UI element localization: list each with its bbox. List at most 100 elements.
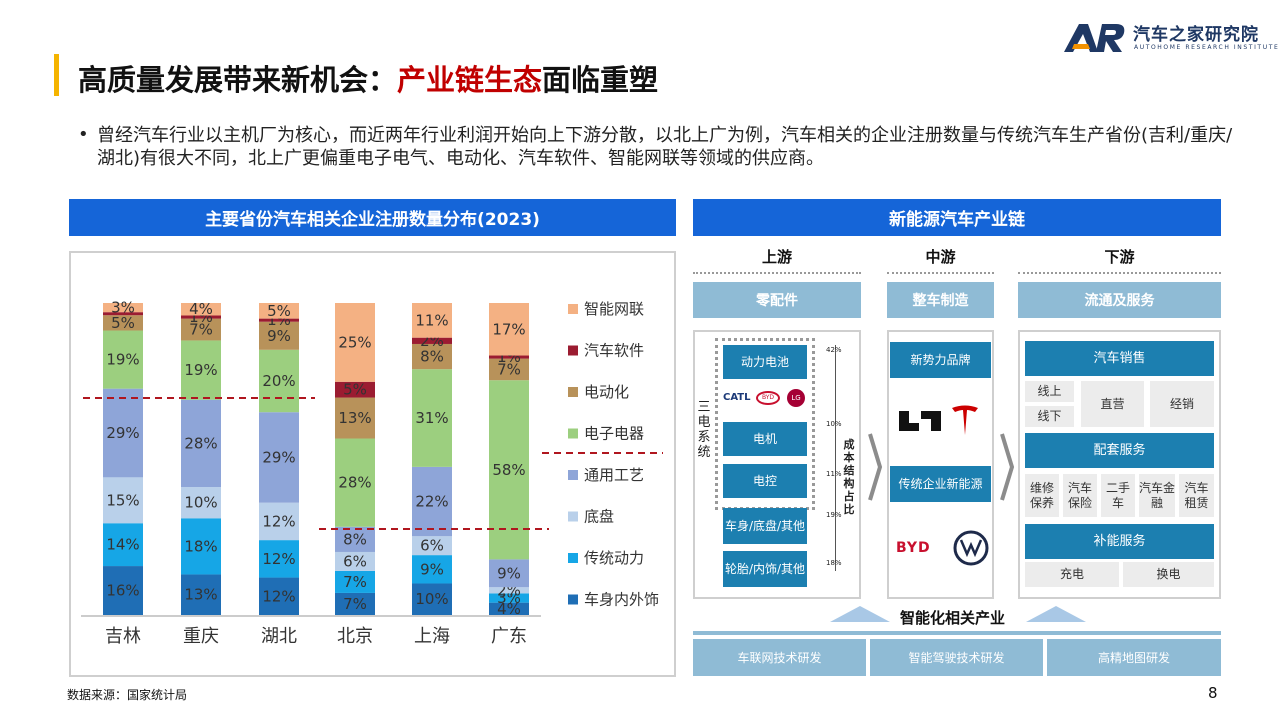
data-label: 8% [420,348,444,366]
bar-segment [489,593,529,603]
pct-motor: 10% [826,420,842,428]
title-accent-bar [54,54,59,96]
bar-segment [103,303,143,313]
bar-segment [335,551,375,571]
bar-segment [412,303,452,338]
bar-segment [103,312,143,316]
stage-divider [887,272,994,274]
bar-segment [259,502,299,541]
service-header: 流通及服务 [1018,282,1221,318]
legend-label: 传统动力 [584,549,644,567]
bar-segment [181,574,221,615]
car-sales-box: 汽车销售 [1025,341,1214,376]
data-label: 13% [184,586,217,604]
data-label: 11% [415,311,448,329]
data-label: 4% [189,300,213,318]
legend-swatch [568,387,578,397]
autonomous-rd-box: 智能驾驶技术研发 [870,639,1043,676]
data-label: 5% [267,302,291,320]
stacked-bar-chart: 16%14%15%29%19%5%3%吉林13%18%10%28%19%7%1%… [81,299,663,647]
cost-bracket [816,345,836,571]
title-highlight: 产业链生态 [397,63,543,97]
tire-interior-box: 轮胎/内饰/其他 [723,551,807,587]
dealer-box: 经销 [1150,381,1214,427]
bullet-dot: • [78,124,89,145]
lg-logo: LG [787,389,805,407]
data-label: 12% [262,587,295,605]
arrow-right-icon [868,433,883,501]
data-label: 10% [184,494,217,512]
data-label: 31% [415,409,448,427]
data-label: 3% [111,299,135,317]
legend-label: 电动化 [584,383,629,401]
chart-header: 主要省份汽车相关企业注册数量分布(2023) [69,199,676,236]
data-label: 7% [497,360,521,378]
three-e-label: 三电系统 [697,400,711,460]
page-title: 高质量发展带来新机会：产业链生态面临重塑 [78,57,658,99]
data-label: 17% [492,320,525,338]
bar-segment [335,381,375,398]
bar-segment [335,570,375,593]
bar-segment [412,337,452,344]
autohome-logo [1064,24,1125,52]
bar-segment [335,438,375,527]
pct-battery: 42% [826,346,842,354]
legend-swatch [568,345,578,356]
data-label: 7% [343,573,367,591]
x-tick-label: 吉林 [105,626,141,647]
byd-small-logo: BYD [756,391,780,405]
bar-segment [181,318,221,341]
data-label: 12% [262,550,295,568]
data-label: 5% [111,314,135,332]
data-label: 8% [343,530,367,548]
data-label: 15% [106,491,139,509]
data-label: 16% [106,582,139,600]
vw-logo [953,530,989,566]
bar-segment [181,487,221,519]
bar-segment [181,315,221,319]
offline-box: 线下 [1025,406,1074,427]
catl-logo: CATL [723,392,751,403]
stage-upstream: 上游 [761,248,792,266]
data-label: 22% [415,493,448,511]
vehicle-header: 整车制造 [887,282,994,318]
chain-header: 新能源汽车产业链 [693,199,1221,236]
swap-box: 换电 [1123,562,1214,587]
legend-label: 汽车软件 [584,342,644,360]
bar-segment [181,518,221,575]
cost-structure-label: 成本结构占比 [843,438,855,516]
bar-segment [335,526,375,552]
direct-box: 直营 [1081,381,1144,427]
bar-segment [259,577,299,615]
bar-segment [259,349,299,413]
arrow-right-icon [1000,433,1015,501]
bar-segment [259,412,299,503]
battery-box: 动力电池 [723,345,807,379]
title-prefix: 高质量发展带来新机会： [78,63,398,97]
data-label: 9% [497,564,521,582]
data-label: 12% [262,512,295,530]
bar-segment [181,399,221,488]
service-rental: 汽车租赁 [1179,474,1214,517]
logo-text-en: AUTOHOME RESEARCH INSTITUTE [1134,44,1280,51]
bar-segment [259,321,299,350]
service-insurance: 汽车保险 [1063,474,1097,517]
control-box: 电控 [723,464,807,498]
charge-box: 充电 [1025,562,1119,587]
new-brand-box: 新势力品牌 [890,342,991,378]
bar-segment [103,477,143,524]
stage-downstream: 下游 [1104,248,1135,266]
bar-segment [259,318,299,322]
legend-label: 通用工艺 [584,466,644,484]
data-label: 6% [343,552,367,570]
bar-segment [335,592,375,615]
hd-map-rd-box: 高精地图研发 [1047,639,1221,676]
data-label: 7% [343,595,367,613]
smart-layer-bar [693,631,1221,635]
data-label: 25% [338,333,371,351]
byd-logo: BYD [896,540,931,556]
bar-segment [335,397,375,439]
bar-segment [412,369,452,467]
legend-label: 车身内外饰 [584,591,659,609]
data-label: 18% [184,537,217,555]
